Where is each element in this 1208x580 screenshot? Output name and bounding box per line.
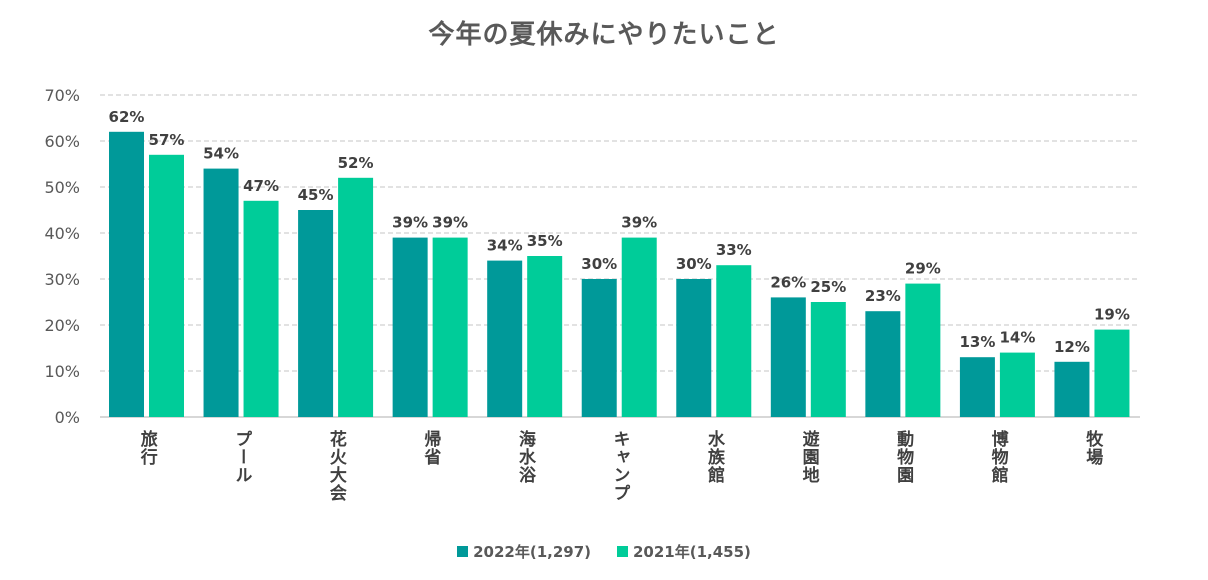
bar-2021 [149, 154, 184, 418]
legend-swatch-2022 [457, 546, 469, 557]
data-label: 57% [149, 131, 185, 149]
data-label: 30% [676, 255, 712, 273]
x-category-label: キャンプ [609, 430, 630, 502]
bar-2021 [716, 265, 752, 417]
data-label: 33% [716, 241, 752, 259]
x-category-label: 博物館 [987, 430, 1008, 484]
data-label: 62% [109, 108, 145, 126]
bar-2021 [527, 256, 563, 417]
bar-2022 [203, 168, 239, 417]
bar-2022 [298, 210, 334, 417]
y-tick-label: 70% [44, 86, 80, 105]
bar-2022 [109, 131, 144, 418]
bar-2022 [676, 279, 712, 417]
bar-2021 [999, 352, 1035, 417]
legend-item-2022: 2022年(1,297) [457, 541, 591, 562]
x-category-label: 水族館 [704, 430, 725, 484]
bar-2021 [905, 283, 941, 417]
x-category-label: 牧場 [1082, 430, 1103, 466]
x-category-label: 海水浴 [514, 430, 535, 484]
y-tick-label: 30% [44, 270, 80, 289]
data-label: 47% [243, 177, 279, 195]
x-category-label: 花火大会 [325, 430, 346, 502]
legend-item-2021: 2021年(1,455) [617, 541, 751, 562]
bar-2021 [1094, 329, 1130, 417]
legend: 2022年(1,297) 2021年(1,455) [0, 541, 1208, 562]
bar-2021 [243, 200, 279, 417]
data-label: 54% [203, 145, 239, 163]
x-category-label: 帰省 [420, 430, 441, 466]
y-tick-label: 10% [44, 362, 80, 381]
y-tick-label: 50% [44, 178, 80, 197]
data-label: 45% [298, 186, 334, 204]
x-category-label: プール [231, 430, 252, 484]
bar-2022 [770, 297, 806, 417]
x-category-label: 動物園 [893, 430, 914, 484]
data-label: 35% [527, 232, 563, 250]
bar-2021 [810, 302, 846, 417]
bar-2022 [959, 357, 995, 417]
data-label: 23% [865, 287, 901, 305]
bar-2021 [338, 177, 374, 417]
data-label: 39% [621, 214, 657, 232]
data-label: 19% [1094, 306, 1130, 324]
bar-2022 [392, 237, 428, 417]
y-tick-label: 20% [44, 316, 80, 335]
bar-2021 [432, 237, 468, 417]
bar-2022 [487, 260, 523, 417]
data-label: 34% [487, 237, 523, 255]
data-label: 39% [392, 214, 428, 232]
bar-2022 [581, 279, 617, 417]
x-category-label: 旅行 [136, 430, 157, 466]
chart-title: 今年の夏休みにやりたいこと [428, 20, 780, 50]
legend-label-2022: 2022年(1,297) [473, 543, 591, 561]
data-label: 26% [770, 273, 806, 291]
data-label: 52% [338, 154, 374, 172]
y-tick-label: 60% [44, 132, 80, 151]
legend-label-2021: 2021年(1,455) [633, 543, 751, 561]
bar-2022 [1054, 361, 1090, 417]
data-label: 29% [905, 260, 941, 278]
bar-2021 [621, 237, 657, 417]
bar-2022 [865, 311, 901, 417]
data-label: 12% [1054, 338, 1090, 356]
data-label: 25% [810, 278, 846, 296]
legend-swatch-2021 [617, 546, 628, 557]
x-category-label: 遊園地 [798, 430, 819, 484]
data-label: 39% [432, 214, 468, 232]
y-tick-label: 0% [55, 408, 80, 427]
data-label: 13% [959, 333, 995, 351]
data-label: 30% [581, 255, 617, 273]
y-tick-label: 40% [44, 224, 80, 243]
data-label: 14% [999, 329, 1035, 347]
